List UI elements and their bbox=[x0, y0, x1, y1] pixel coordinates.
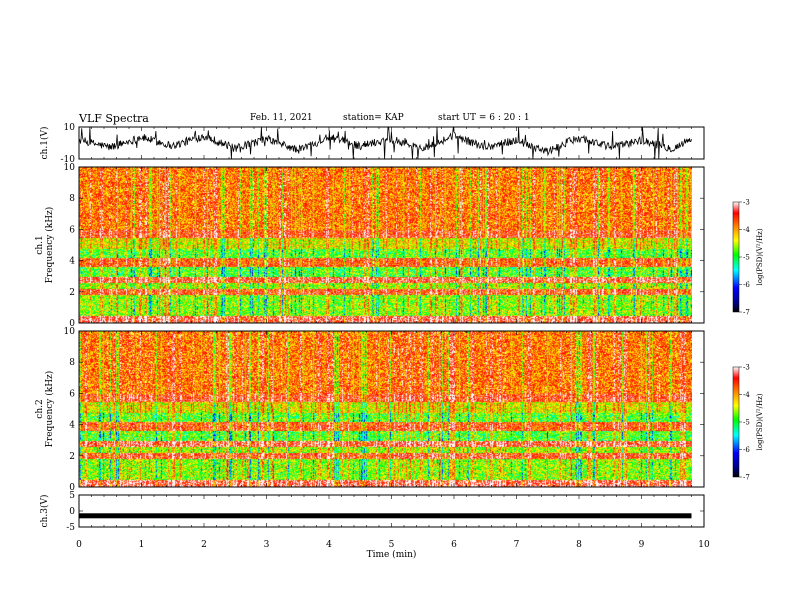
y-tick-label: 4 bbox=[69, 257, 75, 267]
colorbar-label: log(PSD)(V²/Hz) bbox=[756, 393, 764, 450]
y-tick-label: 6 bbox=[69, 389, 75, 399]
colorbar-tick-label: -3 bbox=[743, 199, 750, 207]
y-axis-label: ch.3(V) bbox=[39, 495, 50, 528]
y-tick-label: 4 bbox=[69, 421, 75, 431]
colorbar-tick-label: -6 bbox=[743, 446, 750, 454]
ch1-waveform-panel: 10 -10 ch.1(V) bbox=[39, 123, 705, 165]
colorbar-tick-label: -5 bbox=[743, 254, 750, 262]
y-tick-label: 0 bbox=[69, 483, 75, 493]
ch1-colorbar: -3 -4 -5 -6 -7 log(PSD)(V²/Hz) bbox=[732, 199, 764, 317]
x-tick-label: 2 bbox=[201, 540, 207, 550]
y-tick-label: -10 bbox=[61, 155, 76, 165]
y-tick-label: 5 bbox=[69, 491, 75, 501]
spectrogram-image bbox=[79, 331, 692, 487]
y-tick-label: 8 bbox=[69, 194, 75, 204]
colorbar-tick-label: -7 bbox=[743, 309, 750, 317]
ch2-spectrogram-panel: 0 2 4 6 8 10 ch.2 Frequency (kHz) bbox=[35, 327, 705, 493]
x-tick-label: 10 bbox=[698, 540, 710, 550]
ch1-waveform-line bbox=[78, 126, 692, 160]
x-tick-label: 4 bbox=[326, 540, 332, 550]
date-label: Feb. 11, 2021 bbox=[250, 113, 313, 123]
y-tick-label: 10 bbox=[64, 163, 76, 173]
colorbar-tick-label: -5 bbox=[743, 419, 750, 427]
ch3-waveform-line bbox=[79, 513, 692, 519]
x-tick-label: 0 bbox=[76, 540, 82, 550]
y-tick-label: 0 bbox=[69, 319, 75, 329]
colorbar-tick-label: -3 bbox=[743, 364, 750, 372]
x-tick-label: 5 bbox=[389, 540, 395, 550]
y-tick-label: 10 bbox=[64, 327, 76, 337]
y-tick-label: 0 bbox=[69, 507, 75, 517]
station-label: station= KAP bbox=[343, 113, 404, 123]
x-tick-label: 8 bbox=[576, 540, 582, 550]
colorbar-tick-label: -4 bbox=[743, 226, 750, 234]
y-tick-label: 10 bbox=[64, 123, 76, 133]
y-tick-label: 8 bbox=[69, 358, 75, 368]
start-ut-label: start UT = 6 : 20 : 1 bbox=[438, 113, 530, 123]
y-tick-label: 6 bbox=[69, 225, 75, 235]
colorbar-tick-label: -4 bbox=[743, 391, 750, 399]
x-tick-label: 7 bbox=[514, 540, 520, 550]
y-axis-label: ch.1(V) bbox=[39, 127, 50, 160]
ch2-colorbar: -3 -4 -5 -6 -7 log(PSD)(V²/Hz) bbox=[732, 364, 764, 482]
x-tick-label: 9 bbox=[639, 540, 645, 550]
x-tick-label: 3 bbox=[264, 540, 270, 550]
x-axis-label: Time (min) bbox=[367, 549, 417, 560]
colorbar-gradient bbox=[732, 366, 740, 478]
colorbar-gradient bbox=[732, 201, 740, 313]
spectrogram-image bbox=[79, 167, 692, 323]
colorbar-tick-label: -7 bbox=[743, 474, 750, 482]
y-tick-label: -5 bbox=[66, 523, 75, 533]
panel-frame bbox=[78, 494, 705, 528]
colorbar-label: log(PSD)(V²/Hz) bbox=[756, 228, 764, 285]
colorbar-tick-label: -6 bbox=[743, 281, 750, 289]
y-axis-label: Frequency (kHz) bbox=[44, 371, 55, 448]
y-axis-label: Frequency (kHz) bbox=[44, 207, 55, 284]
ch1-spectrogram-panel: 0 2 4 6 8 10 ch.1 Frequency (kHz) bbox=[35, 163, 705, 329]
page-title: VLF Spectra bbox=[79, 112, 149, 125]
y-tick-label: 2 bbox=[69, 452, 75, 462]
x-tick-label: 6 bbox=[451, 540, 457, 550]
y-axis-label: ch.2 bbox=[35, 399, 45, 418]
y-tick-label: 2 bbox=[69, 288, 75, 298]
y-axis-label: ch.1 bbox=[35, 235, 45, 254]
x-tick-label: 1 bbox=[139, 540, 145, 550]
